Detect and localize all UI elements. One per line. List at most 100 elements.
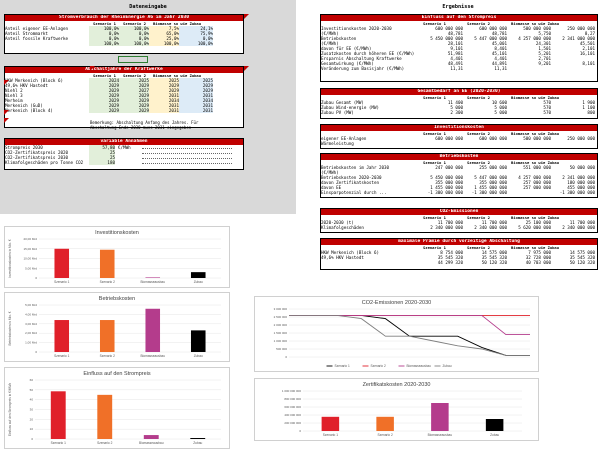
strom-row-value[interactable]: 0,0% [179,36,213,41]
einfluss-row-label: Investitionskosten 2020-2030 [321,26,392,31]
strom-row-value[interactable]: 0,0% [89,31,119,36]
abschalt-row-value[interactable]: 2034 [149,98,179,103]
y-tick-label: 10 [30,427,34,431]
strompreis-chart-svg: Einfluss auf den Strompreis Einfluss auf … [8,371,221,445]
strom-row-value[interactable]: 65,0% [149,31,179,36]
invest-row: eigener EE-Anlagen 600 000 000 600 000 000… [321,136,597,141]
co2-row-label: Klimafolgeschäden [321,225,364,230]
chart-betriebskosten[interactable]: Betriebskosten Betriebskosten in Mio. € 0 1… [4,292,230,362]
variable-value[interactable]: 25 [89,155,115,160]
abschalt-row-value[interactable]: 2031 [179,103,213,108]
abschalt-row-value[interactable]: 2029 [89,93,119,98]
strom-row-value[interactable]: 100,0% [179,41,213,46]
einfluss-row-value: 5,750 [538,31,551,36]
betrieb-row-value: -1 300 000 000 [427,190,463,195]
betrieb-colheaders: Szenario 1 Szenario 2 Biomasse so wie Zu… [423,160,560,165]
chart-zertifikatskosten[interactable]: Zertifikatskosten 2020-2030 0 200 000 000 4… [254,378,539,441]
abschalt-row: Merkenich (Block 4) 2029 2029 2031 2031 [5,108,243,113]
y-tick-label: 400 000 000 [284,413,301,417]
y-tick-label: 20 [30,417,34,421]
variable-value[interactable]: 25 [89,150,115,155]
abschalt-row-value[interactable]: 2029 [89,108,119,113]
variable-row: CO2-Zertifikatspreis 2020 25 [5,150,243,155]
bar-szenario-1 [321,416,340,431]
series-line-zubau [289,314,530,356]
abschalt-row-value[interactable]: 2025 [149,78,179,83]
strom-row-value[interactable]: 100,0% [119,41,149,46]
abschalt-row-value[interactable]: 2029 [179,88,213,93]
betrieb-row-value: 355 000 000 [479,180,507,185]
abschalt-row-value[interactable]: 2025 [179,78,213,83]
einfluss-row-value: 8,27 [584,31,595,36]
selected-cell[interactable] [118,56,148,63]
variable-value[interactable]: 57,80 [89,145,115,150]
abschalt-row-value[interactable]: 2029 [179,83,213,88]
abschalt-row-label: HKW Merkenich (Block 6) [5,78,63,83]
einfluss-box: Einfluss auf den Strompreis Szenario 1 S… [320,14,598,82]
comment-marker-icon [4,80,9,85]
abschalt-row-value[interactable]: 2029 [89,88,119,93]
abschalt-row-value[interactable]: 2031 [149,93,179,98]
abschalt-row-value[interactable]: 2029 [119,98,149,103]
gesamtbedarf-row-label: Zubau Wind-energie (MW) [321,105,379,110]
strom-row-value[interactable]: 25,0% [149,36,179,41]
abschalt-row-value[interactable]: 2029 [119,108,149,113]
strom-row-value[interactable]: 0,0% [119,31,149,36]
abschalt-row-value[interactable]: 2029 [149,88,179,93]
bar-biomasseausbau [431,403,449,431]
strom-row-value[interactable]: 100,0% [89,26,119,31]
betrieb-title: Betriebskosten [321,154,597,160]
strom-row-value[interactable]: 0,0% [89,36,119,41]
invest-row-value: 600 000 000 [435,136,463,141]
strom-row: Anteil eigener EE-Anlagen 100,0% 100,0% 7,5… [5,26,243,31]
abschalt-row-value[interactable]: 2029 [89,83,119,88]
strom-row-value[interactable]: 75,9% [179,31,213,36]
strom-row-value[interactable]: 100,0% [89,41,119,46]
abschalt-row-value[interactable]: 2031 [149,108,179,113]
abschalt-row: 49,6% HKV Hastedt 2029 2029 2029 2029 [5,83,243,88]
y-tick-label: 5,00 Mrd [25,303,37,307]
abschalt-row-value[interactable]: 2029 [119,83,149,88]
einfluss-row-value: 11,31 [450,66,463,71]
abschalt-row-value[interactable]: 2031 [179,93,213,98]
abschalt-row-value[interactable]: 2031 [179,108,213,113]
betrieb-row-value: -1 300 000 000 [471,190,507,195]
variable-row: Klimafolgeschäden pro Tonne CO2 180 [5,160,243,165]
praemie-row-value: 35 545 320 [437,255,463,260]
strom-row-value[interactable]: 7,5% [149,26,179,31]
einfluss-row-value: 8,101 [582,61,595,66]
abschalt-row-value[interactable]: 2029 [119,103,149,108]
x-tick-label: Szenario 1 [51,441,66,445]
chart-co2-emissionen[interactable]: CO2-Emissionen 2020-2030 0 500 000 1 000 00… [254,296,539,372]
abschalt-row: Merkenich (GuD) 2029 2029 2031 2031 [5,103,243,108]
invest-title: Investitionskosten [321,125,597,131]
abschalt-row-value[interactable]: 2034 [179,98,213,103]
variable-value[interactable]: 180 [89,160,115,165]
invest-row: Wärmeleistung [321,141,597,146]
chart-investitionskosten[interactable]: Investitionskosten Investitionskosten in … [4,226,230,288]
abschalt-row-value[interactable]: 2025 [119,78,149,83]
y-axis-label: Betriebskosten in Mio. € [8,311,12,345]
abschalt-row-value[interactable]: 2024 [89,78,119,83]
co2-row-value: 2 340 000 000 [562,225,595,230]
chart-strompreis[interactable]: Einfluss auf den Strompreis Einfluss auf … [4,367,230,449]
strom-row-value[interactable]: 0,0% [119,36,149,41]
x-tick-label: Szenario 2 [100,354,115,358]
strom-row-value[interactable]: 100,0% [149,41,179,46]
betrieb-row-value: 255 000 000 [479,165,507,170]
betrieb-row: (€/MWh) [321,170,597,175]
strom-row-value[interactable]: 100,0% [119,26,149,31]
praemie-row-value: 50 120 320 [481,260,507,265]
abschalt-row-value[interactable]: 2029 [119,93,149,98]
comment-marker-icon [90,66,95,71]
abschalt-row-value[interactable]: 2029 [89,98,119,103]
gesamtbedarf-colheaders: Szenario 1 Szenario 2 Biomasse so wie Zu… [423,95,560,100]
abschalt-row-value[interactable]: 2027 [119,88,149,93]
abschalt-row-value[interactable]: 2031 [149,103,179,108]
abschalt-row-value[interactable]: 2029 [89,103,119,108]
strom-row-label [5,41,89,46]
invest-row-value: 250 000 000 [567,136,595,141]
abschalt-row-value[interactable]: 2029 [149,83,179,88]
x-tick-label: Szenario 1 [54,354,69,358]
strom-row-value[interactable]: 24,1% [179,26,213,31]
